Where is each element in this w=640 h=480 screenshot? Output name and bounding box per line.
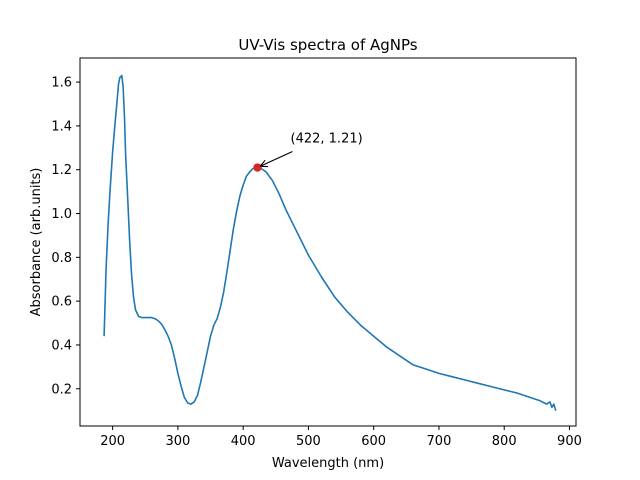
peak-marker [253, 163, 262, 172]
y-tick-label: 1.2 [51, 163, 72, 178]
axes-frame [79, 57, 577, 427]
y-tick-label: 0.6 [51, 295, 72, 310]
annotation-arrow-head [259, 159, 269, 168]
x-axis: 200 300 400 500 600 700 800 900 [100, 426, 582, 449]
y-axis-label: Absorbance (arb.units) [29, 168, 44, 317]
x-tick-label: 400 [231, 434, 256, 449]
peak-annotation: (422, 1.21) [253, 132, 363, 172]
x-tick-label: 700 [427, 434, 452, 449]
chart-title: UV-Vis spectra of AgNPs [238, 36, 417, 54]
y-tick-label: 1.0 [51, 207, 72, 222]
y-axis: 0.2 0.4 0.6 0.8 1.0 1.2 1.4 1.6 [51, 76, 80, 397]
series-line-0 [103, 74, 557, 411]
x-axis-label: Wavelength (nm) [272, 456, 384, 471]
x-tick-label: 200 [100, 434, 125, 449]
x-tick-label: 300 [165, 434, 190, 449]
x-tick-label: 800 [492, 434, 517, 449]
y-tick-label: 0.2 [51, 382, 72, 397]
y-tick-label: 1.6 [51, 76, 72, 91]
x-tick-label: 900 [557, 434, 582, 449]
x-tick-label: 600 [361, 434, 386, 449]
y-tick-label: 0.8 [51, 251, 72, 266]
plot-area [103, 74, 557, 411]
y-tick-label: 0.4 [51, 338, 72, 353]
y-tick-label: 1.4 [51, 119, 72, 134]
x-tick-label: 500 [296, 434, 321, 449]
peak-annotation-label: (422, 1.21) [291, 132, 363, 147]
annotation-arrow-shaft [260, 151, 293, 167]
